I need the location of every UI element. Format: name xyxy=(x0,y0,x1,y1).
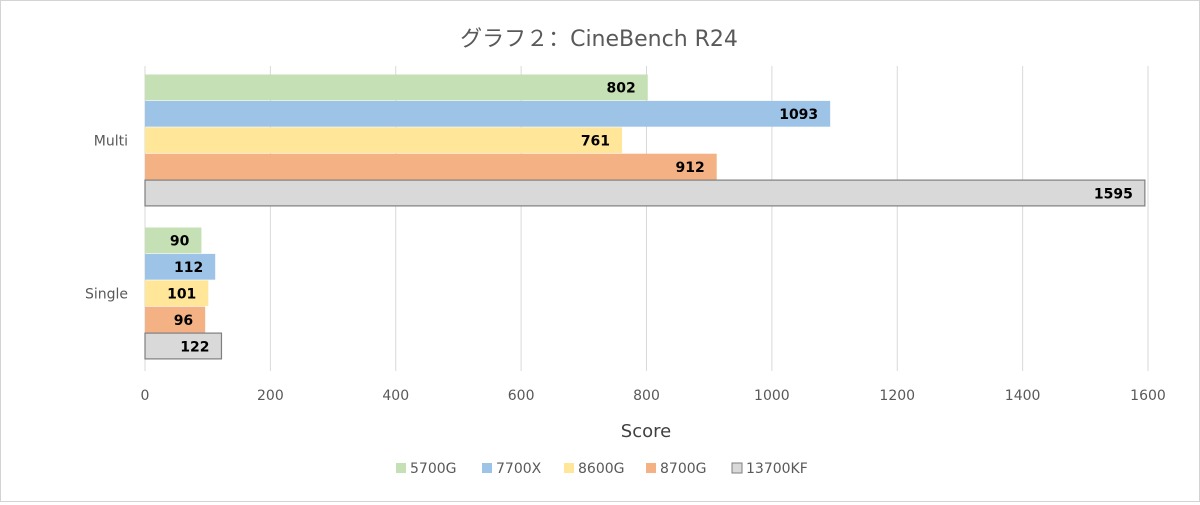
legend-swatch-5700g xyxy=(396,463,406,473)
data-label-7700x-multi: 1093 xyxy=(779,107,818,123)
x-tick-label: 400 xyxy=(382,388,409,404)
data-label-13700kf-multi: 1595 xyxy=(1094,186,1133,202)
category-label-multi: Multi xyxy=(94,134,128,150)
bar-8600g-single xyxy=(145,280,209,307)
data-label-8600g-multi: 761 xyxy=(581,134,610,150)
x-tick-labels: 0 200 400 600 800 1000 1200 1400 1600 xyxy=(141,388,1166,404)
chart-title: グラフ２：CineBench R24 xyxy=(460,27,738,52)
x-tick-label: 200 xyxy=(257,388,284,404)
bar-7700x-multi xyxy=(145,100,831,127)
x-tick-label: 800 xyxy=(633,388,660,404)
legend-label-13700kf: 13700KF xyxy=(746,461,808,477)
x-tick-label: 1000 xyxy=(754,388,790,404)
data-label-8700g-multi: 912 xyxy=(675,160,704,176)
x-tick-label: 0 xyxy=(141,388,150,404)
bar-13700kf-single xyxy=(144,332,223,360)
bar-5700g-single xyxy=(145,227,202,254)
bar-8600g-multi xyxy=(145,127,623,154)
bars: 802 1093 761 912 1595 90 112 101 96 122 xyxy=(144,74,1146,360)
legend-swatch-7700x xyxy=(482,463,492,473)
category-labels: Multi Single xyxy=(85,134,128,303)
legend-label-8600g: 8600G xyxy=(578,461,624,477)
bar-8700g-single xyxy=(145,306,206,333)
x-tick-label: 1200 xyxy=(879,388,915,404)
data-label-8700g-single: 96 xyxy=(174,313,193,329)
x-axis-title: Score xyxy=(621,421,671,442)
bar-7700x-single xyxy=(145,253,216,280)
legend-label-5700g: 5700G xyxy=(410,461,456,477)
legend-label-7700x: 7700X xyxy=(496,461,542,477)
legend-swatch-8600g xyxy=(564,463,574,473)
x-tick-label: 1600 xyxy=(1130,388,1166,404)
data-label-5700g-single: 90 xyxy=(170,234,190,250)
legend-label-8700g: 8700G xyxy=(660,461,706,477)
legend-swatch-13700kf xyxy=(731,462,743,474)
data-label-5700g-multi: 802 xyxy=(607,81,636,97)
x-tick-label: 1400 xyxy=(1005,388,1041,404)
category-label-single: Single xyxy=(85,287,128,303)
x-tick-label: 600 xyxy=(508,388,535,404)
data-label-7700x-single: 112 xyxy=(174,260,203,276)
bar-13700kf-multi xyxy=(144,179,1146,207)
data-label-8600g-single: 101 xyxy=(167,287,196,303)
bar-8700g-multi xyxy=(145,153,717,180)
legend: 5700G 7700X 8600G 8700G 13700KF xyxy=(396,461,808,477)
bar-5700g-multi xyxy=(145,74,648,101)
data-label-13700kf-single: 122 xyxy=(180,339,209,355)
legend-swatch-8700g xyxy=(646,463,656,473)
